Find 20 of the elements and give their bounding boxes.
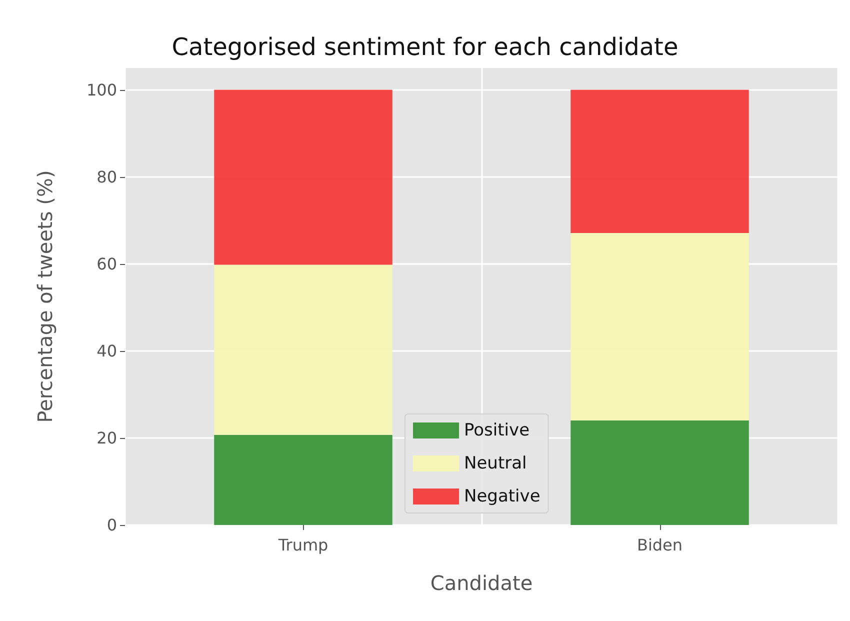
bar [570, 90, 749, 233]
y-tick-label: 20 [96, 428, 117, 448]
y-tick-label: 0 [106, 516, 117, 534]
y-tick-label: 80 [96, 167, 117, 186]
bar [570, 420, 749, 525]
chart-title: Categorised sentiment for each candidate [172, 33, 678, 61]
legend-label: Negative [464, 486, 540, 506]
x-axis-title: Candidate [430, 571, 533, 595]
x-tick-label: Biden [636, 536, 683, 554]
bar [214, 264, 392, 435]
x-tick-label: Trump [277, 536, 328, 554]
y-axis-title: Percentage of tweets (%) [33, 170, 57, 423]
y-tick-label: 100 [86, 80, 117, 100]
legend-label: Neutral [464, 454, 527, 474]
bar [214, 90, 392, 265]
y-tick-label: 40 [96, 341, 117, 360]
legend-label: Positive [464, 420, 530, 440]
y-tick-label: 60 [96, 254, 117, 274]
bar [570, 232, 749, 421]
bar [214, 434, 392, 525]
